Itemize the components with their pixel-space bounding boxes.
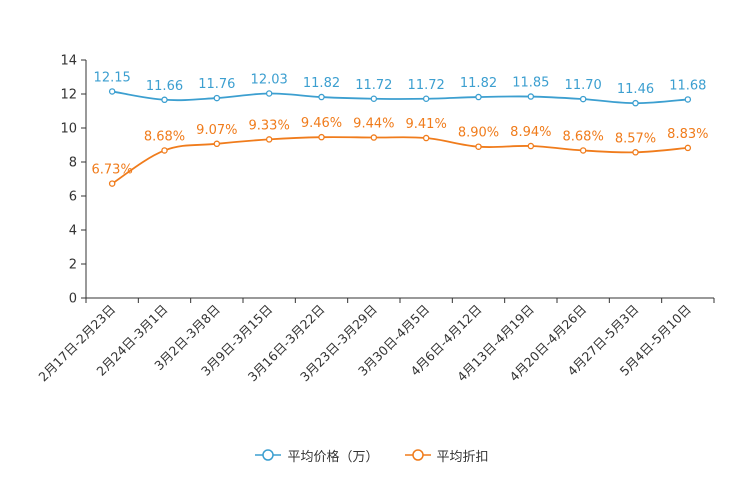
data-point xyxy=(684,144,692,152)
data-label: 9.44% xyxy=(353,117,394,132)
data-label: 8.94% xyxy=(510,125,551,140)
data-point xyxy=(475,93,482,101)
y-tick-label: 10 xyxy=(60,122,77,137)
legend-label-avg-discount: 平均折扣 xyxy=(436,449,489,465)
data-point xyxy=(370,134,378,141)
data-point xyxy=(475,143,482,150)
y-tick-label: 4 xyxy=(69,224,77,239)
data-label: 8.90% xyxy=(458,126,499,141)
data-point xyxy=(579,147,587,154)
data-label: 8.83% xyxy=(667,127,708,142)
data-label: 11.68 xyxy=(669,78,706,93)
data-point xyxy=(213,94,221,102)
data-label: 9.33% xyxy=(249,118,290,133)
series-0: 12.15 11.66 11.76 12.03 11.82 11.72 11.72 11.82… xyxy=(94,70,706,107)
data-label: 11.82 xyxy=(303,76,340,91)
axes: 024681012142月17日-2月23日2月24日-3月1日3月2日-3月8… xyxy=(35,54,715,384)
data-point xyxy=(527,142,535,150)
data-label: 11.70 xyxy=(565,78,602,93)
data-point xyxy=(579,95,587,103)
data-point xyxy=(318,93,325,101)
data-point xyxy=(265,136,273,143)
y-tick-label: 12 xyxy=(60,88,77,103)
data-label: 11.66 xyxy=(146,79,183,94)
data-label: 12.03 xyxy=(251,72,288,87)
data-point xyxy=(370,95,378,103)
data-label: 9.07% xyxy=(196,123,237,138)
y-tick-label: 2 xyxy=(69,258,77,273)
data-label: 12.15 xyxy=(94,70,131,85)
data-label: 8.57% xyxy=(615,131,656,146)
data-label: 9.46% xyxy=(301,116,342,131)
data-label: 11.72 xyxy=(355,78,392,93)
data-point xyxy=(422,134,430,142)
data-label: 11.82 xyxy=(460,76,497,91)
y-tick-label: 0 xyxy=(69,292,77,307)
data-point xyxy=(108,180,116,187)
series-1: 6.73% 8.68% 9.07% 9.33% 9.46% 9.44% 9.41% 8.90%… xyxy=(92,116,708,187)
legend-item-avg-discount[interactable]: 平均折扣 xyxy=(404,446,489,465)
data-point xyxy=(213,140,221,148)
legend-swatch-avg-price-icon xyxy=(255,449,282,461)
data-point xyxy=(632,149,639,156)
data-label: 11.76 xyxy=(198,77,235,92)
data-point xyxy=(422,95,430,103)
series-layer: 12.15 11.66 11.76 12.03 11.82 11.72 11.72 11.82… xyxy=(92,70,708,187)
data-point xyxy=(632,99,639,107)
data-label: 8.68% xyxy=(563,129,604,144)
data-label: 11.46 xyxy=(617,82,654,97)
legend-label-avg-price: 平均价格（万） xyxy=(287,449,379,465)
data-label: 11.72 xyxy=(408,78,445,93)
data-point xyxy=(161,96,168,104)
data-label: 8.68% xyxy=(144,129,185,144)
y-tick-label: 6 xyxy=(69,190,77,205)
data-point xyxy=(527,93,535,100)
data-point xyxy=(161,147,168,154)
legend: 平均价格（万） 平均折扣 xyxy=(0,444,744,466)
data-label: 9.41% xyxy=(406,117,447,132)
legend-item-avg-price[interactable]: 平均价格（万） xyxy=(255,446,379,465)
data-label: 6.73% xyxy=(92,163,133,178)
data-label: 11.85 xyxy=(512,76,549,91)
data-point xyxy=(318,133,325,141)
y-tick-label: 14 xyxy=(60,54,77,69)
data-point xyxy=(265,90,273,97)
series-line xyxy=(112,90,688,105)
legend-swatch-avg-discount-icon xyxy=(404,449,431,461)
series-line xyxy=(111,136,688,185)
data-point xyxy=(108,88,116,95)
data-point xyxy=(684,96,692,103)
y-tick-label: 8 xyxy=(69,156,77,171)
